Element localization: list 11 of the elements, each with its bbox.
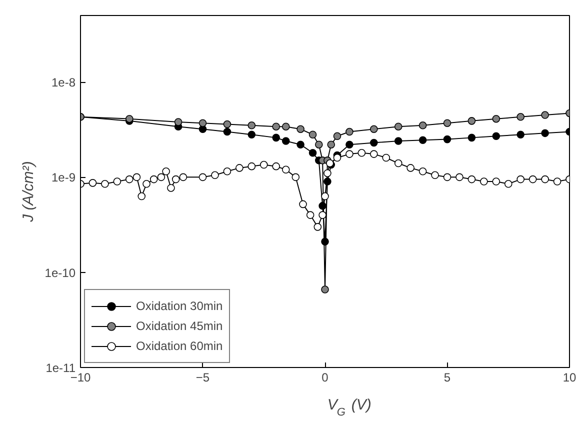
x-tick-label: 5 [444, 370, 451, 384]
y-tick-label: 1e-10 [44, 266, 76, 280]
y-tick-label: 1e-8 [51, 76, 76, 90]
y-axis-title: J (A/cm²) [20, 161, 37, 223]
x-tick-label: 10 [562, 370, 576, 384]
legend-label: Oxidation 30min [136, 299, 223, 313]
x-tick-label: 0 [322, 370, 329, 384]
y-tick-label: 1e-9 [51, 170, 76, 185]
legend-label: Oxidation 45min [136, 319, 223, 333]
x-tick-label: −5 [196, 370, 210, 384]
legend-label: Oxidation 60min [136, 339, 223, 353]
